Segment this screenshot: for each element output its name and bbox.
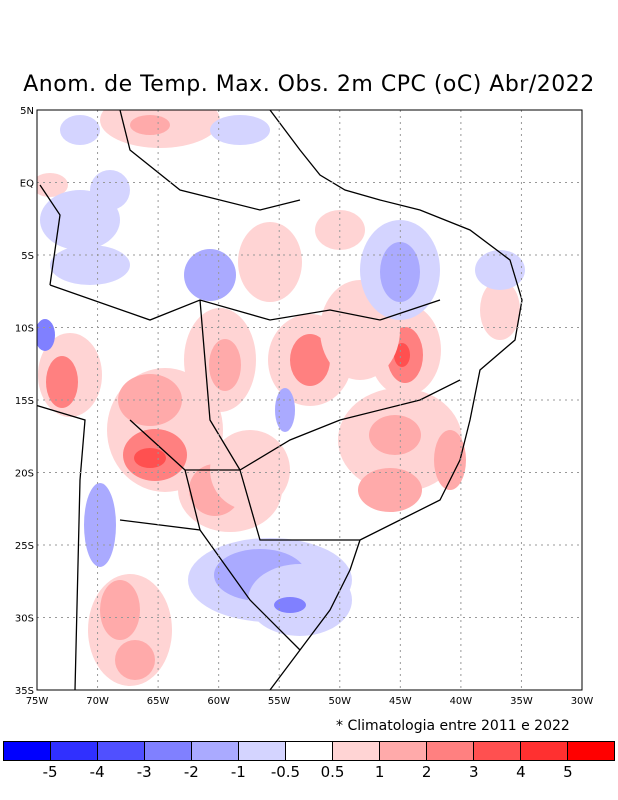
colorbar-label: 0.5 [320,763,345,781]
anomaly-contour [210,115,270,145]
colorbar-label: -0.5 [270,763,301,781]
x-tick-label: 60W [207,696,230,707]
x-tick-label: 30W [571,696,594,707]
colorbar-swatch [333,742,380,760]
map-frame [36,109,583,691]
colorbar-swatch [521,742,568,760]
colorbar-swatch [380,742,427,760]
anomaly-contour [84,483,116,567]
anomaly-contour [209,339,241,391]
map-title: Anom. de Temp. Max. Obs. 2m CPC (oC) Abr… [23,72,595,97]
colorbar-label: -4 [89,763,105,781]
anomaly-contour [394,343,410,367]
y-tick-label: 5N [20,106,34,117]
anomaly-contour [134,448,166,468]
anomaly-contour [115,640,155,680]
anomaly-contour [290,334,330,386]
anomaly-contour [274,597,306,613]
y-tick-label: 25S [15,541,34,552]
y-tick-label: 15S [15,396,34,407]
x-tick-label: 70W [86,696,109,707]
anomaly-contour [275,388,295,432]
colorbar-label: 1 [374,763,385,781]
anomaly-contour [210,430,290,510]
colorbar-swatch [51,742,98,760]
anomaly-contour [60,115,100,145]
colorbar-swatch [192,742,239,760]
colorbar-swatch [474,742,521,760]
x-tick-label: 75W [26,696,49,707]
anomaly-contour [130,115,170,135]
anomaly-contour [46,356,78,408]
anomaly-contour [118,374,182,426]
anomaly-field [37,110,525,690]
y-tick-label: 10S [15,324,34,335]
x-tick-label: 35W [510,696,533,707]
y-tick-label: 5S [21,251,34,262]
colorbar [3,741,615,761]
anomaly-contour [358,468,422,512]
colorbar-swatch [427,742,474,760]
anomaly-contour [184,249,236,301]
x-tick-label: 50W [328,696,351,707]
anomaly-contour [369,415,421,455]
anomaly-contour [90,170,130,210]
anomaly-contour [238,222,302,302]
colorbar-label: -1 [230,763,246,781]
y-tick-label: EQ [20,179,34,190]
colorbar-label: 5 [563,763,573,781]
colorbar-swatch [98,742,145,760]
anomaly-contour [475,250,525,290]
colorbar-swatch [4,742,51,760]
anomaly-map: 75W 70W 65W 60W 55W 50W 45W 40W 35W 30W 5N EQ 5S 10S 1… [15,106,594,707]
anomaly-contour [480,280,520,340]
anomaly-contour [434,430,466,490]
colorbar-swatch [568,742,614,760]
x-tick-label: 55W [268,696,291,707]
x-tick-label: 45W [389,696,412,707]
climatology-note: * Climatologia entre 2011 e 2022 [336,718,570,734]
colorbar-swatch [239,742,286,760]
y-tick-label: 35S [15,686,34,697]
y-tick-label: 30S [15,614,34,625]
colorbar-swatch [286,742,333,760]
colorbar-label: 4 [516,763,526,781]
x-tick-label: 65W [147,696,170,707]
colorbar-label: -2 [183,763,199,781]
coastline-borders [37,110,523,690]
anomaly-contour [100,580,140,640]
anomaly-contour [37,319,55,351]
colorbar-label: -5 [42,763,58,781]
y-tick-label: 20S [15,469,34,480]
colorbar-label: -3 [136,763,152,781]
colorbar-label: 3 [468,763,479,781]
anomaly-contour [50,245,130,285]
colorbar-swatch [145,742,192,760]
x-tick-label: 40W [450,696,473,707]
colorbar-label: 2 [421,763,432,781]
